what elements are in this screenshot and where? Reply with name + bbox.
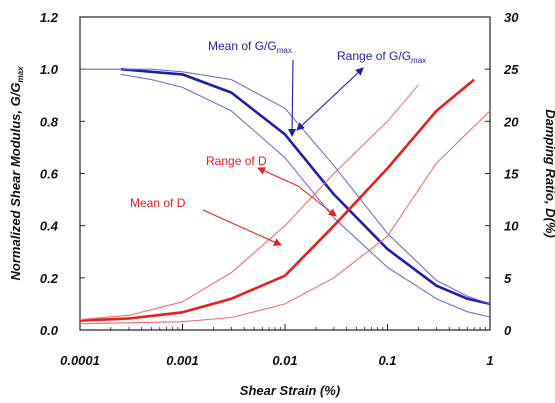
y-left-axis-title-main: Normalized Shear Modulus, G/G: [8, 83, 23, 281]
series-d_range_upper: [79, 84, 419, 321]
ann-mean-g-arrow: [288, 59, 297, 137]
ann-range-g: Range of G/Gmax: [337, 49, 426, 65]
ann-range-g-sub: max: [411, 56, 426, 65]
y-right-axis-title: Damping Ratio, D(%): [543, 109, 555, 238]
y-right-tick-label: 15: [504, 167, 519, 182]
y-left-tick-label: 1.0: [40, 62, 59, 77]
y-left-tick-label: 0.0: [40, 323, 59, 338]
series-d_mean: [79, 78, 475, 322]
series-g_mean: [120, 67, 491, 306]
ann-mean-d-main: Mean of D: [130, 196, 186, 210]
x-tick-label: 0.1: [378, 353, 396, 368]
ann-range-d-arrow: [257, 167, 299, 187]
y-left-axis-title: Normalized Shear Modulus, G/Gmax: [8, 66, 25, 280]
x-tick-label: 0.0001: [60, 353, 100, 368]
y-right-tick-label: 0: [504, 323, 512, 338]
y-right-tick-label: 30: [504, 10, 519, 25]
x-axis-title: Shear Strain (%): [240, 383, 340, 398]
series-layer: [79, 67, 491, 325]
x-tick-label: 0.01: [272, 353, 297, 368]
y-right-tick-label: 10: [504, 219, 519, 234]
ann-mean-g: Mean of G/Gmax: [208, 39, 292, 55]
y-left-tick-label: 0.2: [40, 271, 59, 286]
series-g_range_lower: [120, 73, 491, 318]
axes: 0.0001 0.001 0.01 0.1 1 0.0 0.2 0.4 0.6 0.8 1.0 1.2…: [8, 10, 555, 398]
y-left-tick-label: 0.4: [40, 219, 59, 234]
ann-mean-d-arrow: [202, 209, 282, 246]
y-left-tick-label: 0.6: [40, 167, 59, 182]
y-left-tick-label: 1.2: [40, 10, 59, 25]
ann-mean-g-sub: max: [277, 46, 292, 55]
series-g_range_upper: [80, 68, 491, 305]
y-right-tick-label: 20: [503, 114, 519, 129]
y-right-tick-label: 25: [503, 62, 519, 77]
ann-range-d: Range of D: [206, 154, 267, 168]
ann-mean-g-main: Mean of G/G: [208, 39, 277, 53]
ann-range-d-arrow: [297, 185, 337, 217]
plot-frame: [79, 16, 491, 331]
x-tick-label: 0.001: [166, 353, 199, 368]
ann-mean-d: Mean of D: [130, 196, 186, 210]
ann-range-d-main: Range of D: [206, 154, 267, 168]
ann-range-g-arrow: [326, 67, 364, 103]
y-left-tick-label: 0.8: [40, 114, 59, 129]
y-left-axis-title-sub: max: [16, 66, 25, 83]
x-tick-label: 1: [486, 353, 493, 368]
ann-range-g-main: Range of G/G: [337, 49, 411, 63]
series-d_range_lower: [79, 110, 491, 325]
y-right-tick-label: 5: [504, 271, 512, 286]
ann-range-g-arrow: [296, 101, 328, 131]
